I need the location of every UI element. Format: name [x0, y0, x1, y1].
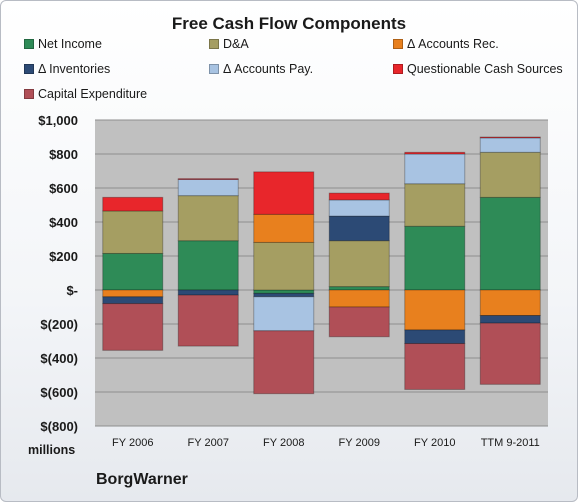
bar-segment: [253, 241, 315, 291]
legend-label: Δ Accounts Rec.: [407, 37, 499, 51]
bar-segment: [404, 151, 466, 155]
legend-item: Capital Expenditure: [24, 87, 147, 101]
bar-segment: [177, 195, 239, 242]
y-tick-label: $200: [49, 249, 78, 264]
y-tick-label: $(800): [40, 419, 78, 434]
x-tick-label: FY 2009: [339, 437, 380, 449]
bar-segment: [177, 178, 239, 180]
x-tick-label: FY 2008: [263, 437, 304, 449]
bar-segment: [102, 296, 164, 305]
bar-segment: [479, 136, 541, 139]
bar-segment: [102, 289, 164, 298]
legend-item: Net Income: [24, 37, 102, 51]
y-tick-label: $800: [49, 147, 78, 162]
y-tick-label: $-: [66, 283, 78, 298]
bar-segment: [253, 213, 315, 243]
legend-label: Net Income: [38, 37, 102, 51]
bar-segment: [404, 329, 466, 345]
bar-segment: [404, 289, 466, 331]
plot-area: [95, 120, 548, 426]
bar-segment: [328, 199, 390, 217]
bar-segment: [479, 137, 541, 153]
legend-swatch: [393, 39, 403, 49]
bar-segment: [177, 294, 239, 347]
bar-segment: [253, 289, 315, 294]
legend-swatch: [24, 89, 34, 99]
legend-swatch: [209, 64, 219, 74]
y-tick-label: $(600): [40, 385, 78, 400]
bar-segment: [177, 240, 239, 291]
bar-segment: [479, 289, 541, 316]
bar-segment: [404, 225, 466, 291]
legend-item: Δ Accounts Rec.: [393, 37, 499, 51]
y-axis-label: millions: [28, 443, 76, 457]
company-name: BorgWarner: [96, 471, 188, 488]
bar-segment: [102, 303, 164, 351]
bar-segment: [328, 240, 390, 288]
bar-segment: [102, 196, 164, 212]
bar-segment: [328, 306, 390, 338]
bar-segment: [404, 343, 466, 390]
bar-segment: [479, 315, 541, 324]
legend-swatch: [393, 64, 403, 74]
legend-item: Questionable Cash Sources: [393, 62, 563, 76]
legend-item: D&A: [209, 37, 249, 51]
bar-segment: [328, 286, 390, 291]
x-tick-label: TTM 9-2011: [481, 437, 540, 449]
legend-swatch: [24, 64, 34, 74]
y-tick-label: $(200): [40, 317, 78, 332]
chart-title: Free Cash Flow Components: [171, 14, 407, 33]
x-tick-label: FY 2007: [188, 437, 229, 449]
bar-segment: [479, 322, 541, 385]
bar-segment: [177, 289, 239, 296]
bar-segment: [177, 179, 239, 197]
bar-segment: [253, 292, 315, 298]
bar-segment: [404, 183, 466, 227]
legend-item: Δ Accounts Pay.: [209, 62, 313, 76]
bar-segment: [253, 296, 315, 332]
x-tick-label: FY 2006: [112, 437, 153, 449]
y-tick-label: $600: [49, 181, 78, 196]
bar-segment: [253, 330, 315, 395]
bar-segment: [102, 210, 164, 254]
legend-label: Capital Expenditure: [38, 87, 148, 101]
bar-segment: [328, 215, 390, 242]
bar-segment: [102, 252, 164, 291]
legend-label: Questionable Cash Sources: [407, 62, 563, 76]
bar-segment: [253, 171, 315, 215]
bar-segment: [328, 289, 390, 308]
x-tick-label: FY 2010: [414, 437, 455, 449]
legend-item: Δ Inventories: [24, 62, 110, 76]
y-tick-label: $400: [49, 215, 78, 230]
y-tick-label: $(400): [40, 351, 78, 366]
legend-swatch: [24, 39, 34, 49]
legend-label: D&A: [223, 37, 249, 51]
bar-segment: [479, 196, 541, 291]
bar-segment: [404, 153, 466, 185]
bar-segment: [479, 151, 541, 198]
y-tick-label: $1,000: [38, 113, 78, 128]
bar-segment: [328, 192, 390, 201]
legend-swatch: [209, 39, 219, 49]
legend-label: Δ Accounts Pay.: [223, 62, 314, 76]
legend-label: Δ Inventories: [38, 62, 111, 76]
